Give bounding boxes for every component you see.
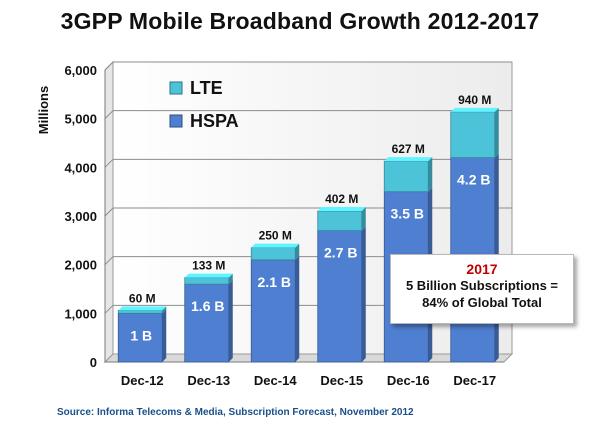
bar-lte-3 <box>317 210 363 231</box>
bar-top-lte-4 <box>384 157 433 162</box>
gridline <box>104 110 512 120</box>
bar-top-lte-1 <box>184 273 233 278</box>
x-tick-label: Dec-16 <box>387 373 430 388</box>
data-label-hspa: 1.6 B <box>191 298 224 314</box>
data-label-lte: 250 M <box>259 229 292 243</box>
legend-label-hspa: HSPA <box>190 111 239 131</box>
legend-swatch-lte <box>169 81 183 95</box>
bar-side-lte-3 <box>361 207 366 231</box>
y-tick-label: 3,000 <box>64 209 97 224</box>
gridline <box>104 207 512 217</box>
data-label-lte: 133 M <box>192 259 225 273</box>
legend-label-lte: LTE <box>190 78 223 98</box>
x-tick-label: Dec-15 <box>320 373 363 388</box>
bar-top-lte-0 <box>118 306 167 311</box>
bar-side-lte-4 <box>428 157 433 192</box>
callout-line-2: 84% of Global Total <box>422 295 542 310</box>
x-tick-label: Dec-12 <box>121 373 164 388</box>
gridline <box>104 158 512 168</box>
callout-year: 2017 <box>466 261 498 277</box>
data-label-hspa: 2.1 B <box>258 274 291 290</box>
bar-top-lte-3 <box>317 207 366 212</box>
annotation-callout: 2017 5 Billion Subscriptions = 84% of Gl… <box>390 254 574 324</box>
bar-side-lte-0 <box>162 306 167 314</box>
bar-side-hspa-0 <box>162 309 167 362</box>
bar-lte-0 <box>117 310 163 314</box>
y-tick-label: 0 <box>90 355 97 370</box>
bar-top-lte-2 <box>251 243 300 248</box>
bar-hspa-3 <box>317 230 363 363</box>
bar-lte-4 <box>383 160 429 193</box>
bar-side-lte-5 <box>494 107 499 158</box>
y-tick-label: 5,000 <box>64 112 97 127</box>
x-tick-label: Dec-17 <box>453 373 496 388</box>
bar-hspa-2 <box>250 259 296 363</box>
data-label-lte: 940 M <box>458 93 491 107</box>
bar-lte-5 <box>450 111 496 158</box>
bar-hspa-1 <box>184 283 230 363</box>
data-label-lte: 627 M <box>392 142 425 156</box>
bar-lte-1 <box>184 277 230 285</box>
callout-line-1: 5 Billion Subscriptions = <box>405 278 559 293</box>
chart-source: Source: Informa Telecoms & Media, Subscr… <box>57 407 414 418</box>
bar-top-lte-5 <box>450 107 499 112</box>
data-label-lte: 402 M <box>325 192 358 206</box>
data-label-hspa: 2.7 B <box>324 245 357 261</box>
data-label-hspa: 4.2 B <box>457 172 490 188</box>
legend-swatch-hspa <box>169 114 183 128</box>
y-tick-label: 1,000 <box>64 306 97 321</box>
bar-side-hspa-1 <box>228 280 233 362</box>
y-tick-label: 6,000 <box>64 63 97 78</box>
data-label-lte: 60 M <box>129 291 156 305</box>
gridline <box>104 256 512 266</box>
bar-side-hspa-2 <box>295 255 300 362</box>
gridline <box>104 304 512 314</box>
y-tick-label: 4,000 <box>64 160 97 175</box>
data-label-hspa: 1 B <box>130 327 152 343</box>
bar-side-lte-1 <box>228 273 233 285</box>
chart-title: 3GPP Mobile Broadband Growth 2012-2017 <box>60 8 540 34</box>
x-tick-label: Dec-14 <box>254 373 297 388</box>
bar-lte-2 <box>250 247 296 261</box>
bar-side-lte-2 <box>295 243 300 260</box>
bar-side-hspa-3 <box>361 226 366 362</box>
y-axis-label: Millions <box>36 86 51 134</box>
gridline <box>104 61 512 71</box>
x-tick-label: Dec-13 <box>187 373 230 388</box>
data-label-hspa: 3.5 B <box>391 206 424 222</box>
y-tick-label: 2,000 <box>64 258 97 273</box>
